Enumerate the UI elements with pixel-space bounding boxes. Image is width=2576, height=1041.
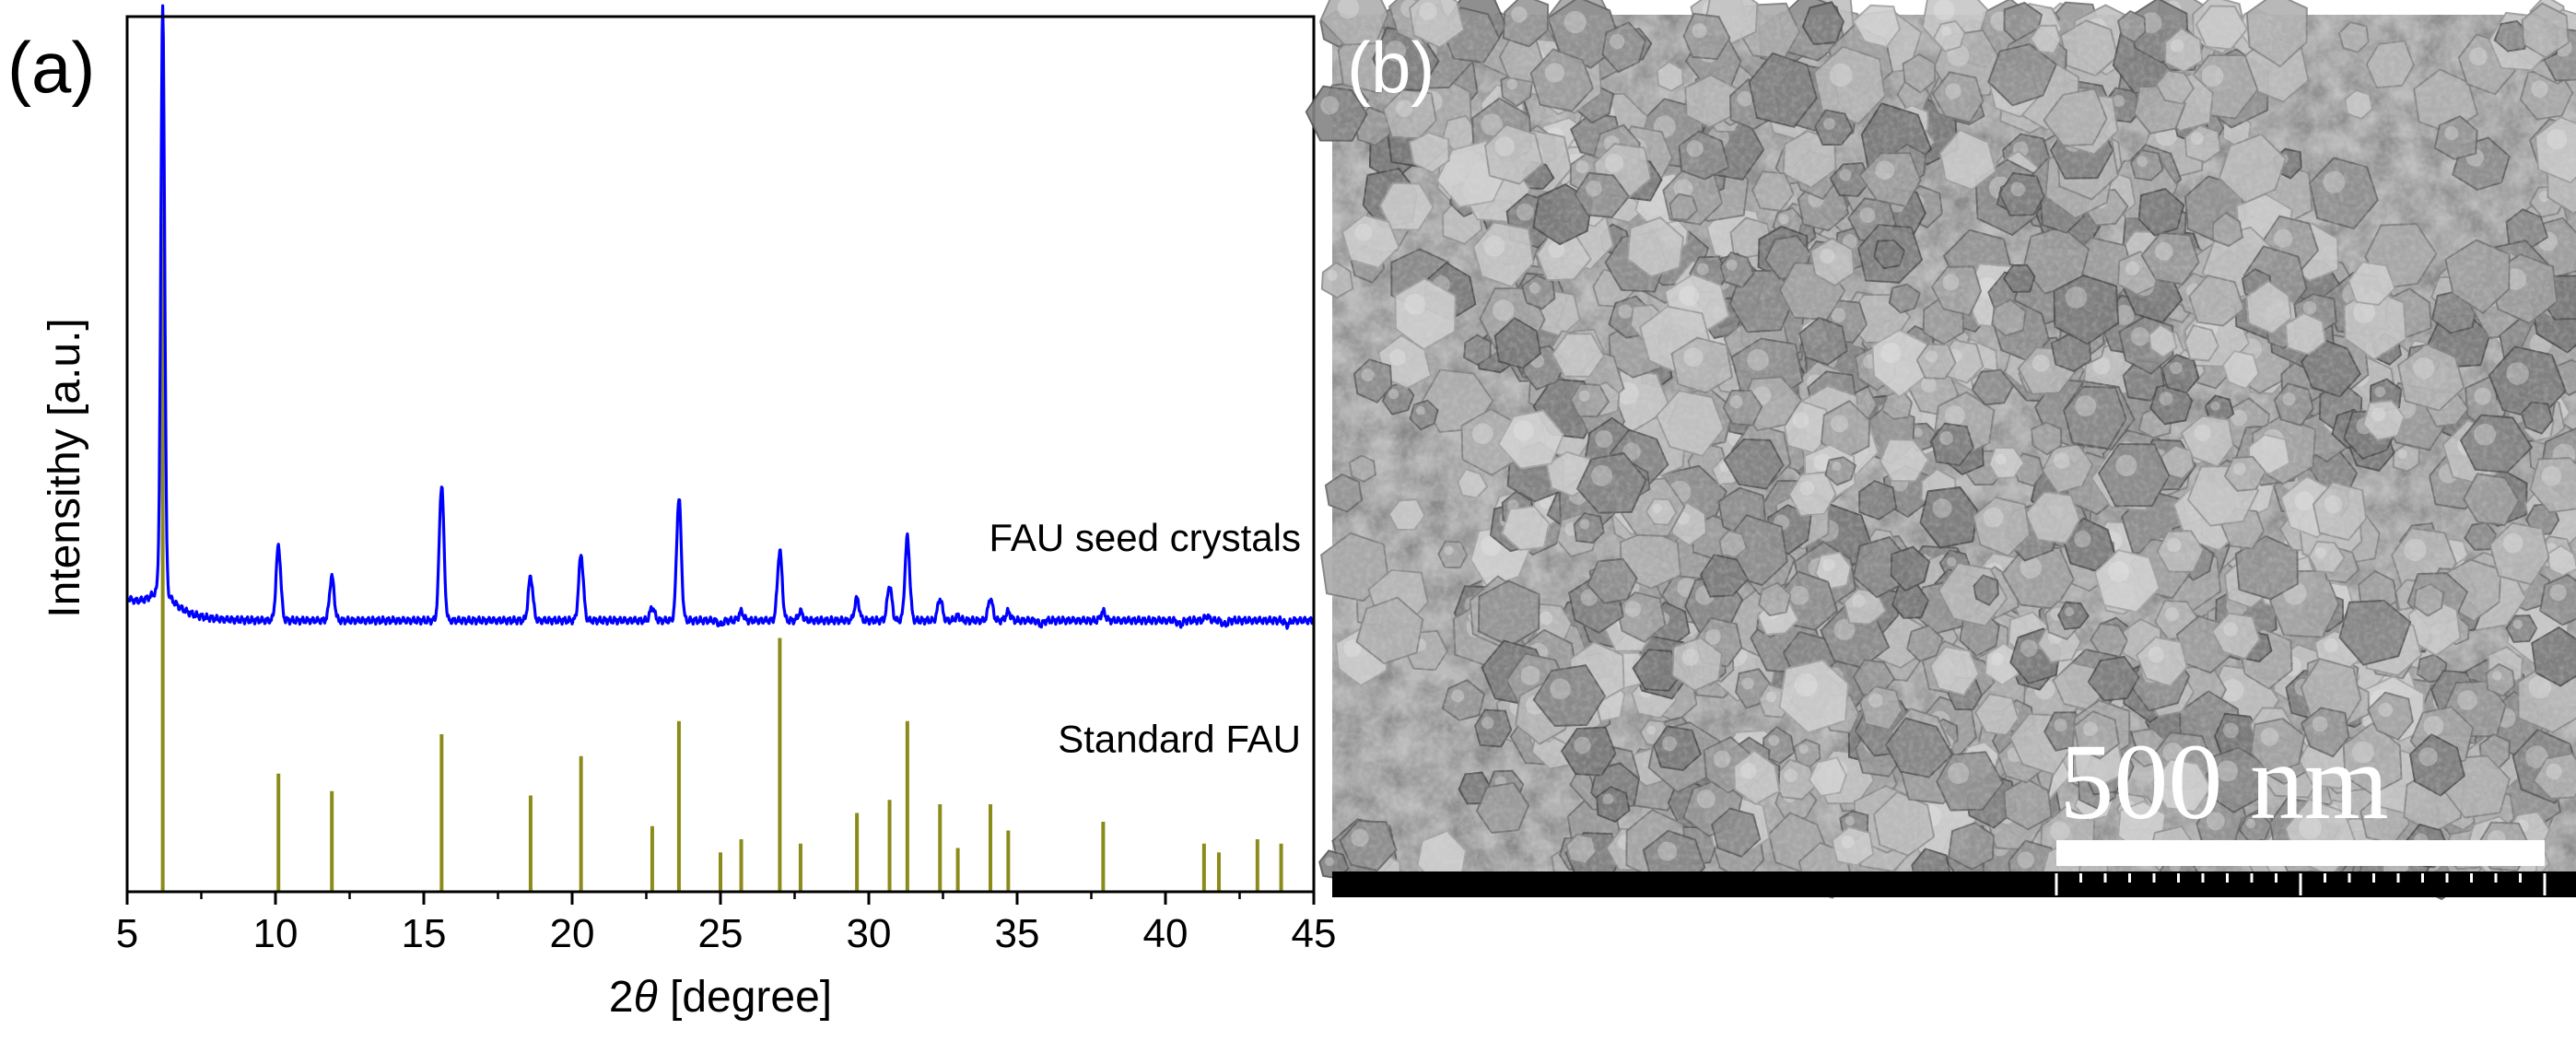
sem-micrograph [1305,0,2576,901]
x-tick-label-45: 45 [1292,911,1337,956]
x-tick-label-30: 30 [847,911,892,956]
series-label-standard-fau: Standard FAU [1058,718,1301,761]
panel-b: 500 nm (b) [1305,0,2576,901]
x-tick-label-35: 35 [995,911,1040,956]
panel-a: (a) 5 10 15 20 25 30 35 40 45 FAU seed crystals … [7,4,1337,1022]
scale-bar [2056,840,2545,866]
plot-frame [125,15,1316,894]
fau-seed-crystals-line [125,4,1316,630]
y-axis-title: Intensithy [a.u.] [41,318,89,618]
scale-bar-label: 500 nm [2059,721,2388,842]
x-tick-label-15: 15 [402,911,447,956]
standard-fau-sticks [160,130,1283,892]
x-tick-label-5: 5 [116,911,138,956]
panel-b-label: (b) [1347,27,1434,108]
x-axis-title-prefix: 2 [609,973,634,1022]
panel-a-label: (a) [7,27,95,108]
sem-info-bar [1332,871,2576,897]
x-axis-title: 2θ [degree] [609,973,832,1022]
sem-info-bar-ticks [2055,873,2547,895]
x-tick-label-20: 20 [550,911,595,956]
x-axis-ticks: 5 10 15 20 25 30 35 40 45 [116,892,1337,956]
x-tick-label-10: 10 [253,911,299,956]
x-axis-title-suffix: [degree] [658,973,832,1022]
x-axis-title-symbol: θ [634,973,658,1022]
xrd-plot: 5 10 15 20 25 30 35 40 45 [116,4,1337,956]
x-tick-label-25: 25 [698,911,744,956]
x-tick-label-40: 40 [1143,911,1188,956]
series-label-fau-seed-crystals: FAU seed crystals [989,516,1301,559]
